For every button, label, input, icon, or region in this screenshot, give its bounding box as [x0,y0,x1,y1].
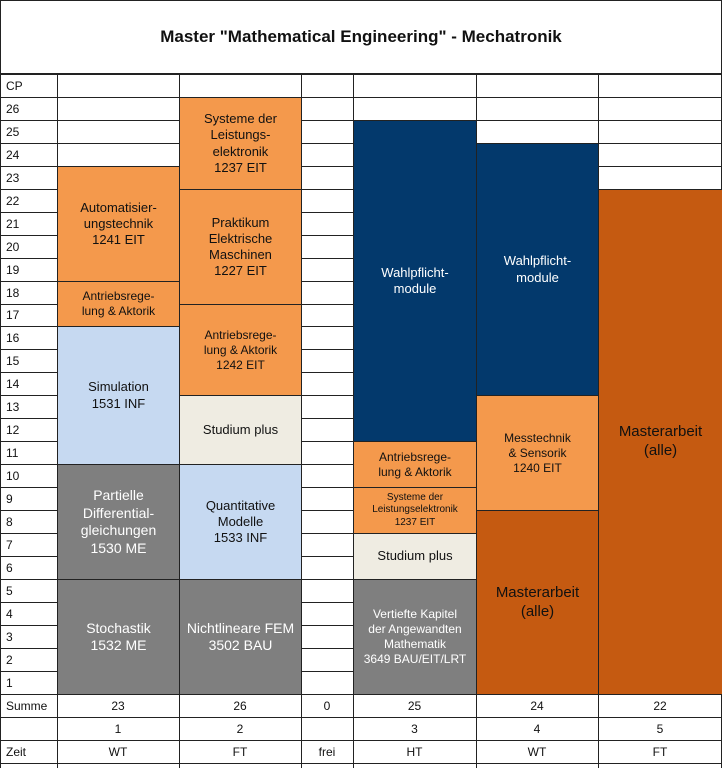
zeit-value: WT [527,744,547,759]
cp-row-label: 15 [6,353,20,368]
zeit-value: WT [108,744,128,759]
module-c1-simulation: Simulation 1531 INF [57,326,180,465]
cp-row-label: 1 [6,675,13,690]
module-c1-automatisierung: Automatisier- ungstechnik 1241 EIT [57,166,180,282]
summe-value: 24 [530,698,544,713]
cp-row-label: 3 [6,629,13,644]
cp-row-label: 14 [6,376,20,391]
module-c5-masterarbeit: Masterarbeit (alle) [598,189,722,695]
cp-row-label: 4 [6,606,13,621]
grid-hline [0,763,722,764]
zeit-value: FT [652,744,668,759]
semester-number-value [301,717,353,740]
module-c2-quantitative: Quantitative Modelle 1533 INF [179,464,302,580]
zeit-label: Zeit [6,744,27,759]
cp-row-label: 21 [6,216,20,231]
cp-row-label: 16 [6,330,20,345]
cp-row-label: 7 [6,537,13,552]
cp-row-label: 24 [6,147,20,162]
summe-value: 25 [407,698,422,713]
module-c1-stochastik: Stochastik 1532 ME [57,579,180,695]
summe-value: 22 [653,698,667,713]
module-c3-leistungselektronik: Systeme der Leistungselektronik 1237 EIT [353,487,477,534]
module-c4-wahlpflicht: Wahlpflicht- module [476,143,599,396]
module-c1-antriebsregelung: Antriebsrege- lung & Aktorik [57,281,180,327]
grid-hline [0,74,722,75]
zeit-value: HT [406,744,423,759]
cp-row-label: 10 [6,468,20,483]
page-title: Master "Mathematical Engineering" - Mech… [0,0,722,74]
cp-row-label: 6 [6,560,13,575]
zeit-value: frei [318,744,336,759]
cp-row-label: 23 [6,170,20,185]
semester-number-value: 5 [656,721,664,736]
module-c2-leistungselektronik: Systeme der Leistungs- elektronik 1237 E… [179,97,302,190]
module-c3-wahlpflicht: Wahlpflicht- module [353,120,477,442]
semester-number-value: 2 [236,721,244,736]
semester-number-value: 1 [114,721,122,736]
cp-row-label: 5 [6,583,13,598]
cp-row-label: 11 [6,445,19,460]
cp-header: CP [6,78,23,93]
module-c4-masterarbeit: Masterarbeit (alle) [476,510,599,695]
module-c4-messtechnik: Messtechnik & Sensorik 1240 EIT [476,395,599,511]
semester-number-value: 4 [533,721,541,736]
module-c2-antriebsregelung: Antriebsrege- lung & Aktorik 1242 EIT [179,304,302,396]
module-c1-pde: Partielle Differential- gleichungen 1530… [57,464,180,580]
module-c3-antriebsregelung: Antriebsrege- lung & Aktorik [353,441,477,488]
cp-row-label: 25 [6,124,20,139]
cp-row-label: 8 [6,514,13,529]
module-c2-praktikum: Praktikum Elektrische Maschinen 1227 EIT [179,189,302,305]
module-c2-fem: Nichtlineare FEM 3502 BAU [179,579,302,695]
summe-value: 0 [323,698,331,713]
cp-row-label: 13 [6,399,20,414]
zeit-value: FT [232,744,248,759]
summe-value: 26 [233,698,247,713]
grid-hline [0,740,722,741]
module-c3-studium-plus: Studium plus [353,533,477,580]
module-c3-vertiefte: Vertiefte Kapitel der Angewandten Mathem… [353,579,477,695]
semester-number-value: 3 [411,721,418,736]
grid-hline [0,97,722,98]
cp-row-label: 19 [6,262,20,277]
cp-row-label: 2 [6,652,13,667]
cp-row-label: 18 [6,285,20,300]
cp-row-label: 20 [6,239,20,254]
grid-hline [0,717,722,718]
cp-row-label: 17 [6,308,20,322]
cp-row-label: 12 [6,422,20,437]
module-c2-studium-plus: Studium plus [179,395,302,465]
cp-row-label: 26 [6,101,20,116]
grid-vline [0,74,1,768]
cp-row-label: 9 [6,491,13,506]
cp-row-label: 22 [6,193,20,208]
summe-value: 23 [111,698,125,713]
summe-label: Summe [6,698,48,713]
